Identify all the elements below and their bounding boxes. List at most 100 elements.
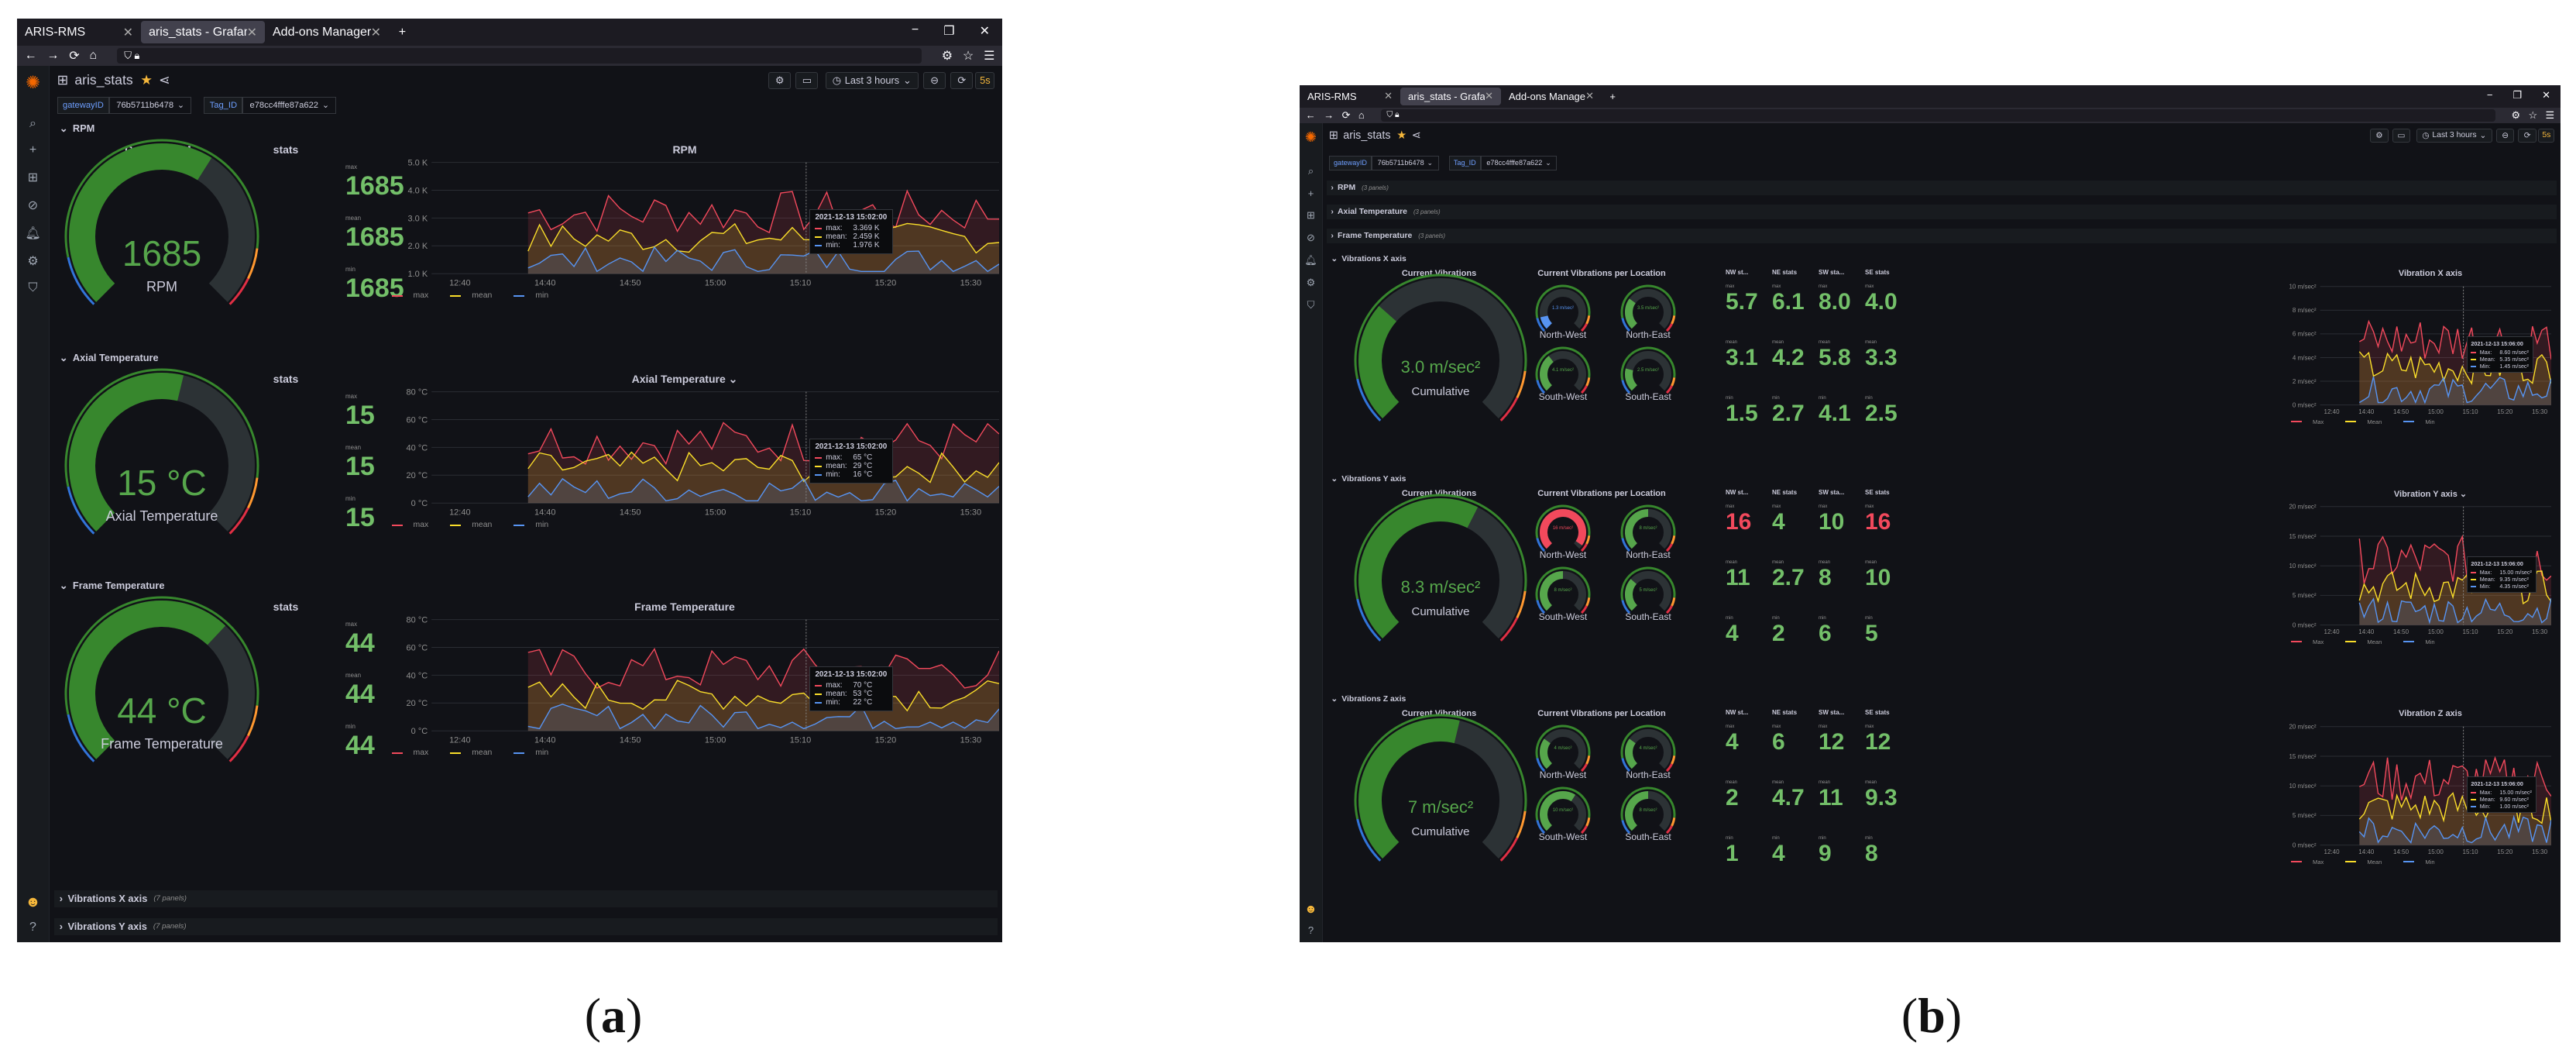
- dashboards-icon[interactable]: ⊞: [27, 170, 39, 184]
- share-icon[interactable]: ⋖: [1411, 129, 1421, 142]
- window-control-button[interactable]: ❐: [943, 25, 955, 39]
- refresh-interval-picker[interactable]: 5s: [975, 71, 995, 90]
- row-header[interactable]: ⌄ Axial Temperature: [54, 349, 997, 367]
- row-header[interactable]: ⌄ Frame Temperature: [54, 577, 997, 594]
- window-control-button[interactable]: −: [2486, 89, 2493, 102]
- browser-tab[interactable]: Add-ons Manager ✕: [265, 21, 389, 43]
- variable-select[interactable]: e78cc4fffe87a622 ⌄: [242, 96, 337, 115]
- search-icon[interactable]: ⌕: [1307, 164, 1314, 177]
- forward-icon[interactable]: →: [1324, 109, 1334, 122]
- grafana-logo-icon[interactable]: ✺: [1304, 129, 1317, 146]
- url-bar[interactable]: ⛉ 🔒︎: [116, 47, 922, 64]
- row-header[interactable]: › Axial Temperature (3 panels): [1327, 205, 2557, 219]
- new-tab-button[interactable]: +: [398, 25, 407, 39]
- row-header[interactable]: ⌄ Vibrations Y axis: [1327, 472, 2557, 486]
- window-control-button[interactable]: ❐: [2512, 89, 2523, 102]
- forward-icon[interactable]: →: [46, 48, 60, 62]
- back-icon[interactable]: ←: [1305, 109, 1316, 122]
- star-icon[interactable]: ★: [140, 72, 153, 88]
- browser-tab[interactable]: aris_stats - Grafana✕: [141, 21, 265, 43]
- new-tab-button[interactable]: +: [1609, 90, 1616, 102]
- configuration-icon[interactable]: ⚙: [1306, 276, 1316, 288]
- star-icon[interactable]: ★: [1396, 129, 1407, 142]
- extension-icon[interactable]: ⚙: [941, 49, 953, 63]
- menu-icon[interactable]: ☰: [984, 49, 995, 63]
- alerting-icon[interactable]: 🔔︎: [1304, 253, 1317, 266]
- row-header[interactable]: › Frame Temperature (3 panels): [1327, 229, 2557, 243]
- refresh-icon[interactable]: ⟳: [2518, 128, 2537, 143]
- legend-item[interactable]: min: [513, 749, 559, 757]
- row-header[interactable]: ⌄ RPM: [54, 120, 997, 137]
- close-tab-icon[interactable]: ✕: [1585, 90, 1594, 102]
- explore-icon[interactable]: ⊘: [1307, 231, 1315, 243]
- legend-item[interactable]: max: [391, 521, 440, 529]
- legend-item[interactable]: min: [513, 521, 559, 529]
- search-icon[interactable]: ⌕: [29, 116, 36, 130]
- legend-item[interactable]: Mean: [2345, 859, 2392, 866]
- dashboards-icon[interactable]: ⊞: [1307, 208, 1315, 221]
- zoom-out-icon[interactable]: ⊖: [2495, 128, 2515, 143]
- server-admin-icon[interactable]: ⛉: [28, 280, 38, 294]
- row-header[interactable]: ⌄ Vibrations Z axis: [1327, 692, 2557, 706]
- close-tab-icon[interactable]: ✕: [1485, 90, 1493, 102]
- row-header[interactable]: › Vibrations X axis (7 panels): [54, 890, 998, 908]
- legend-item[interactable]: Min: [2403, 638, 2445, 645]
- create-icon[interactable]: +: [29, 143, 37, 157]
- bookmark-star-icon[interactable]: ☆: [2528, 108, 2538, 121]
- back-icon[interactable]: ←: [24, 48, 37, 62]
- legend-item[interactable]: Mean: [2345, 638, 2392, 645]
- browser-tab[interactable]: Add-ons Manager ✕: [1501, 88, 1602, 105]
- user-avatar[interactable]: ☻: [1304, 902, 1317, 916]
- legend-item[interactable]: min: [513, 291, 559, 300]
- legend-item[interactable]: Mean: [2345, 418, 2392, 425]
- settings-gear-icon[interactable]: ⚙: [2370, 128, 2389, 143]
- settings-gear-icon[interactable]: ⚙: [768, 71, 792, 90]
- legend-item[interactable]: mean: [450, 291, 503, 300]
- browser-tab[interactable]: aris_stats - Grafana✕: [1400, 87, 1501, 105]
- extension-icon[interactable]: ⚙: [2511, 108, 2521, 121]
- variable-select[interactable]: 76b5711b6478 ⌄: [1372, 156, 1439, 170]
- row-header[interactable]: › Vibrations Y axis (7 panels): [54, 917, 998, 936]
- row-header[interactable]: ⌄ Vibrations X axis: [1327, 252, 2557, 266]
- reload-icon[interactable]: ⟳: [1341, 108, 1351, 121]
- refresh-icon[interactable]: ⟳: [950, 71, 974, 90]
- explore-icon[interactable]: ⊘: [27, 198, 39, 212]
- help-icon[interactable]: ?: [1307, 924, 1314, 937]
- alerting-icon[interactable]: 🔔︎: [25, 226, 41, 240]
- window-control-button[interactable]: ✕: [979, 25, 990, 39]
- legend-item[interactable]: mean: [450, 521, 503, 529]
- variable-select[interactable]: e78cc4fffe87a622 ⌄: [1480, 156, 1558, 170]
- reload-icon[interactable]: ⟳: [69, 49, 80, 63]
- user-avatar[interactable]: ☻: [25, 893, 41, 910]
- menu-icon[interactable]: ☰: [2545, 108, 2555, 121]
- legend-item[interactable]: Max: [2291, 418, 2334, 425]
- close-tab-icon[interactable]: ✕: [1384, 90, 1393, 102]
- refresh-interval-picker[interactable]: 5s: [2538, 128, 2555, 143]
- window-control-button[interactable]: ✕: [2542, 89, 2550, 102]
- zoom-out-icon[interactable]: ⊖: [923, 71, 946, 90]
- legend-item[interactable]: Max: [2291, 859, 2334, 866]
- legend-item[interactable]: max: [391, 749, 440, 757]
- tv-mode-icon[interactable]: ▭: [2392, 128, 2411, 143]
- window-control-button[interactable]: −: [911, 23, 919, 37]
- legend-item[interactable]: max: [391, 291, 440, 300]
- browser-tab[interactable]: ARIS-RMS ✕: [1300, 88, 1400, 105]
- configuration-icon[interactable]: ⚙: [27, 254, 39, 268]
- create-icon[interactable]: +: [1307, 187, 1314, 199]
- url-bar[interactable]: ⛉ 🔒︎: [1380, 108, 2495, 122]
- legend-item[interactable]: Max: [2291, 638, 2334, 645]
- row-header[interactable]: › RPM (3 panels): [1327, 181, 2557, 195]
- share-icon[interactable]: ⋖: [159, 72, 170, 88]
- help-icon[interactable]: ?: [29, 921, 36, 934]
- time-picker-button[interactable]: ◷ Last 3 hours ⌄: [825, 71, 919, 90]
- bookmark-star-icon[interactable]: ☆: [962, 49, 974, 63]
- legend-item[interactable]: Min: [2403, 859, 2445, 866]
- close-tab-icon[interactable]: ✕: [122, 26, 133, 40]
- time-picker-button[interactable]: ◷ Last 3 hours ⌄: [2416, 128, 2492, 143]
- variable-select[interactable]: 76b5711b6478 ⌄: [109, 96, 192, 115]
- server-admin-icon[interactable]: ⛉: [1307, 298, 1315, 311]
- close-tab-icon[interactable]: ✕: [246, 26, 257, 40]
- tv-mode-icon[interactable]: ▭: [795, 71, 819, 90]
- close-tab-icon[interactable]: ✕: [370, 26, 381, 40]
- home-icon[interactable]: ⌂: [89, 48, 98, 62]
